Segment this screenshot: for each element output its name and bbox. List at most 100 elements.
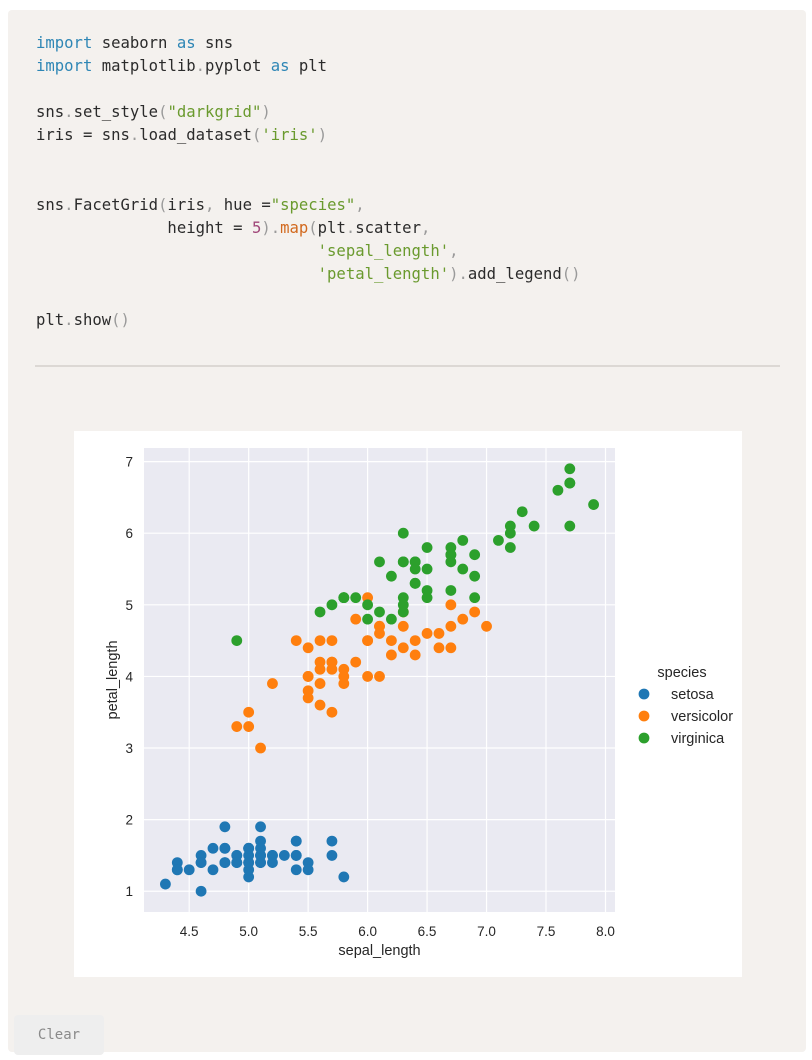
legend-label: versicolor xyxy=(671,709,733,725)
data-point xyxy=(385,613,397,625)
code-token: add_legend xyxy=(467,264,562,283)
code-token: height = xyxy=(36,218,252,237)
code-token: sns xyxy=(195,34,234,52)
y-tick-label: 1 xyxy=(125,884,133,899)
y-tick-label: 5 xyxy=(125,598,133,613)
code-token: iris = sns xyxy=(36,126,130,145)
data-point xyxy=(243,857,255,868)
code-token: as xyxy=(176,34,196,52)
code-token: . xyxy=(64,311,74,330)
code-token: map xyxy=(280,218,309,237)
code-line: 'petal_length').add_legend() xyxy=(36,265,581,283)
data-point xyxy=(457,563,469,575)
data-point xyxy=(421,585,433,596)
series-setosa xyxy=(160,821,350,897)
data-point xyxy=(504,542,516,553)
code-line: height = 5).map(plt.scatter, xyxy=(36,219,430,237)
data-point xyxy=(385,649,397,661)
data-point xyxy=(421,628,433,639)
code-line: import matplotlib.pyplot as plt xyxy=(36,57,327,75)
data-point xyxy=(255,821,266,833)
data-point xyxy=(255,842,266,854)
code-token: . xyxy=(129,126,140,145)
code-token: ( xyxy=(158,103,168,122)
clear-button[interactable]: Clear xyxy=(14,1015,104,1055)
code-token: ( xyxy=(158,195,168,214)
data-point xyxy=(385,635,397,647)
code-token: ) xyxy=(261,103,271,122)
data-point xyxy=(314,678,326,689)
data-point xyxy=(160,878,171,890)
data-point xyxy=(314,699,326,711)
data-point xyxy=(457,534,469,546)
data-point xyxy=(445,549,457,561)
data-point xyxy=(457,613,469,625)
data-point xyxy=(207,864,219,876)
data-point xyxy=(445,599,457,611)
data-point xyxy=(243,706,255,718)
data-point xyxy=(350,592,362,604)
data-point xyxy=(243,842,255,854)
data-point xyxy=(528,520,540,532)
data-point xyxy=(445,585,457,596)
code-token: import xyxy=(36,57,93,76)
notebook-cell: import seaborn as sns import matplotlib.… xyxy=(8,10,806,1055)
data-point xyxy=(362,671,374,682)
x-tick-label: 6.0 xyxy=(358,924,377,939)
data-point xyxy=(231,721,243,732)
data-point xyxy=(409,577,421,589)
code-token: FacetGrid xyxy=(73,195,159,214)
code-token: set_style xyxy=(73,103,159,122)
code-token: . xyxy=(195,57,206,76)
data-point xyxy=(481,620,492,632)
y-axis-label: petal_length xyxy=(105,640,121,719)
code-line: plt.show() xyxy=(36,311,130,329)
data-point xyxy=(290,835,302,847)
code-token: show xyxy=(73,311,112,330)
data-point xyxy=(504,527,516,539)
data-point xyxy=(397,599,409,611)
code-token: ( xyxy=(251,126,262,145)
y-tick-label: 7 xyxy=(125,455,133,470)
code-token: plt xyxy=(289,57,328,76)
series-versicolor xyxy=(231,592,492,754)
code-token: as xyxy=(270,57,290,76)
code-token: iris xyxy=(167,195,206,214)
data-point xyxy=(362,613,374,625)
data-point xyxy=(219,821,231,833)
y-tick-labels: 1 2 3 4 5 6 7 xyxy=(125,455,133,900)
x-tick-label: 4.5 xyxy=(180,924,199,939)
data-point xyxy=(469,606,481,618)
data-point xyxy=(385,570,397,582)
x-tick-label: 6.5 xyxy=(418,924,437,939)
data-point xyxy=(362,635,374,647)
data-point xyxy=(219,857,231,868)
data-point xyxy=(267,678,278,689)
data-point xyxy=(290,850,302,861)
code-token: ( xyxy=(308,218,318,237)
data-point xyxy=(290,864,302,876)
code-token: "species" xyxy=(270,195,356,214)
data-point xyxy=(326,706,338,718)
data-point xyxy=(302,864,314,876)
code-token: ). xyxy=(449,264,468,283)
code-token: sns xyxy=(36,195,65,214)
data-point xyxy=(326,850,338,861)
data-point xyxy=(493,534,504,546)
code-token: 'petal_length' xyxy=(317,264,450,283)
data-point xyxy=(374,628,385,639)
x-axis-label: sepal_length xyxy=(338,943,420,959)
data-point xyxy=(326,663,338,675)
code-token: hue = xyxy=(214,195,271,214)
x-tick-labels: 4.5 5.0 5.5 6.0 6.5 7.0 7.5 8.0 xyxy=(180,924,615,939)
code-token: 'sepal_length' xyxy=(317,241,450,260)
data-point xyxy=(267,850,278,861)
code-editor[interactable]: import seaborn as sns import matplotlib.… xyxy=(36,32,581,332)
code-token: import xyxy=(36,34,93,52)
data-point xyxy=(314,656,326,668)
data-point xyxy=(588,499,599,510)
data-point xyxy=(516,506,528,518)
data-point xyxy=(564,463,576,475)
data-point xyxy=(243,721,255,732)
code-token: , xyxy=(355,195,365,214)
